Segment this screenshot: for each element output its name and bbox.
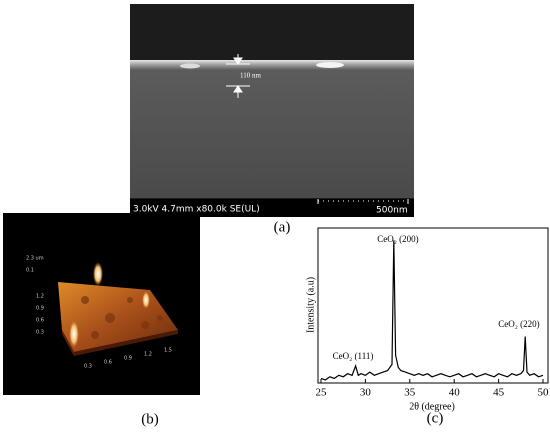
thickness-label: 110 nm [240,72,261,80]
afm-panel: 2.3 um 0.1 1.2 0.9 0.6 0.3 0.3 0.6 0.9 1.2 1.5 (b) [3,213,200,427]
afm-axis-labels: 2.3 um 0.1 1.2 0.9 0.6 0.3 0.3 0.6 0.9 1.2 1.5 [26,256,172,370]
x-label: 0.6 [104,360,112,366]
y-label: 0.9 [36,306,44,312]
y-label: 0.3 [36,330,44,336]
x-tick-label: 35 [404,387,416,399]
x-label: 1.5 [164,348,172,354]
z-label: 0.1 [26,268,34,274]
peak [93,262,103,286]
x-tick-label: 50 [538,387,550,399]
x-tick-label: 30 [360,387,372,399]
surface-side [74,330,178,356]
x-tick-label: 40 [449,387,461,399]
peak-annotation: CeO₂ (200) [377,234,418,244]
caption: (c) [427,410,444,426]
z-label: 2.3 um [26,256,44,262]
plot-frame [317,227,549,384]
x-tick-label: 25 [316,387,328,399]
y-label: 0.6 [36,318,44,324]
x-label: 0.3 [84,364,92,370]
sem-panel: 110 nm 3.0kV 4.7mm x80.0k SE(UL) 500nm (… [130,4,414,235]
x-label: 0.9 [124,356,132,362]
scale-label: 500nm [376,206,408,216]
info-bar [130,199,414,217]
info-text: 3.0kV 4.7mm x80.0k SE(UL) [133,205,260,215]
grain [180,63,200,69]
surface-side [62,330,74,356]
xrd-line [320,240,544,381]
x-label: 1.2 [144,352,152,358]
x-axis-label: 2θ (degree) [409,401,455,412]
xrd-chart: 25 30 35 40 45 50 2θ (degree) Intensity (a.u) Ce… [305,227,550,426]
peak-annotation: CeO₂ (220) [498,319,539,329]
peak [142,291,150,309]
film-edge [130,60,414,70]
peak-annotation: CeO₂ (111) [333,351,374,361]
peak [69,320,79,348]
thickness-arrows [226,54,250,98]
caption: (b) [141,411,159,427]
y-axis-label: Intensity (a.u) [305,277,316,333]
grain [316,62,344,68]
x-tick-label: 45 [493,387,505,399]
caption: (a) [274,219,291,235]
scale-bar [317,199,409,204]
substrate [130,66,414,198]
y-label: 1.2 [36,294,44,300]
texture [81,296,163,339]
